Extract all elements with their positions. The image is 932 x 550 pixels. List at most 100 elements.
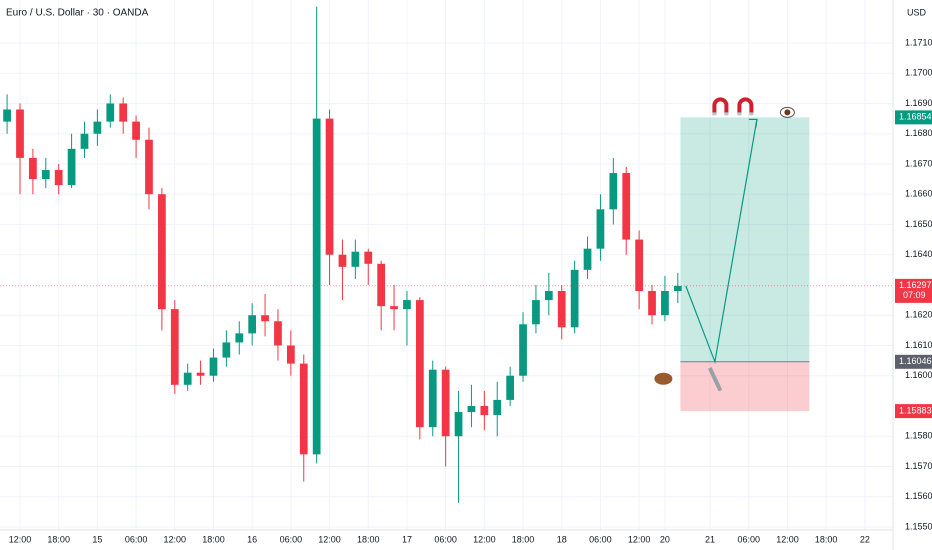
candle-body [544,291,553,301]
current-price-box [895,278,932,303]
stop-label-box [895,404,932,419]
y-tick-label: 1.16600 [905,189,932,199]
profit-zone [680,117,810,362]
y-tick-label: 1.17100 [905,37,932,47]
candle-body [557,291,566,328]
candle-body [312,118,321,455]
candle-body [648,291,656,316]
x-tick-label: 18:00 [357,534,380,544]
candle-body [29,157,37,180]
entry-label: 1.16046 [899,356,932,366]
candle-body [506,375,515,400]
candle-body [196,372,205,376]
candle-body [3,109,11,122]
y-tick-label: 1.15700 [905,461,932,471]
candle-body [480,405,489,416]
chart-title: Euro / U.S. Dollar · 30 · OANDA [6,8,149,19]
candle-body [235,333,244,343]
candle-body [441,369,450,437]
target-label-box [895,110,932,125]
x-tick-label: 15 [92,534,102,544]
position-tool [680,117,810,412]
y-tick-label: 1.15500 [905,521,932,531]
y-tick-label: 1.16000 [905,370,932,380]
target-label: 1.16854 [899,112,932,122]
x-tick-label: 06:00 [125,534,148,544]
trade-arrow [685,119,758,365]
magnet-icon [737,97,754,114]
candle-body [583,248,592,270]
x-tick-label: 06:00 [589,534,612,544]
candle-body [145,139,153,195]
x-tick-label: 12:00 [473,534,496,544]
y-tick-label: 1.16900 [905,98,932,108]
eye-pupil [784,109,791,116]
magnet-icon [712,97,729,114]
candle-body [622,173,631,240]
candle-body [519,324,527,376]
candle-body [119,103,128,122]
candle-body [390,306,398,310]
x-tick-label: 21 [705,534,715,544]
candle-body [222,342,231,358]
candle-body [570,269,579,328]
candle-body [493,399,502,416]
y-tick-label: 1.16400 [905,249,932,259]
candle-body [54,170,63,186]
x-tick-label: 18:00 [202,534,225,544]
y-tick-label: 1.15800 [905,431,932,441]
y-tick-label: 1.15600 [905,491,932,501]
y-tick-label: 1.16100 [905,340,932,350]
x-tick-label: 12:00 [776,534,799,544]
x-tick-label: 06:00 [280,534,303,544]
candle-body [170,309,179,385]
candle-body [454,412,463,437]
magnet-tip [737,112,742,116]
candle-body [183,372,192,385]
candle-body [403,300,411,310]
loss-zone [680,361,810,412]
entry-label-box [895,354,932,369]
candle-body [274,321,282,346]
candle-body [532,300,540,325]
y-tick-label: 1.16200 [905,310,932,320]
candle-body [428,369,437,428]
axes: 1.17100 1.17000 1.16900 1.16800 1.16700 1.166… [9,37,932,544]
candle-body [351,251,360,267]
candle-body [364,251,373,264]
candle-body [158,194,166,310]
x-tick-label: 12:00 [318,534,341,544]
x-tick-label: 06:00 [737,534,760,544]
x-tick-label: 16 [247,534,257,544]
y-tick-label: 1.16700 [905,158,932,168]
y-tick-label: 1.16500 [905,219,932,229]
candle-body [41,170,50,180]
candle-body [635,239,643,292]
x-tick-label: 20 [660,534,670,544]
candle-body [661,291,669,316]
candle-body [261,315,269,322]
candle-body [415,300,424,428]
candle-body [338,254,347,267]
y-tick-label: 1.17000 [905,68,932,78]
x-tick-label: 22 [860,534,870,544]
candle-body [596,209,605,249]
candle-body [209,357,218,376]
candle-body [673,285,682,292]
x-tick-label: 12:00 [9,534,32,544]
candle-body [80,133,89,149]
magnet-tip [712,112,717,116]
x-tick-label: 18:00 [815,534,838,544]
candle-body [248,315,257,334]
x-tick-label: 06:00 [434,534,457,544]
x-tick-label: 18 [557,534,567,544]
candle-body [286,345,295,364]
candle-body [16,109,24,158]
magnet-tip [749,112,754,116]
stop-label: 1.15883 [899,405,932,415]
countdown-label: 07:09 [903,290,926,300]
candle-body [377,263,386,307]
current-price-label: 1.16297 [899,280,932,290]
